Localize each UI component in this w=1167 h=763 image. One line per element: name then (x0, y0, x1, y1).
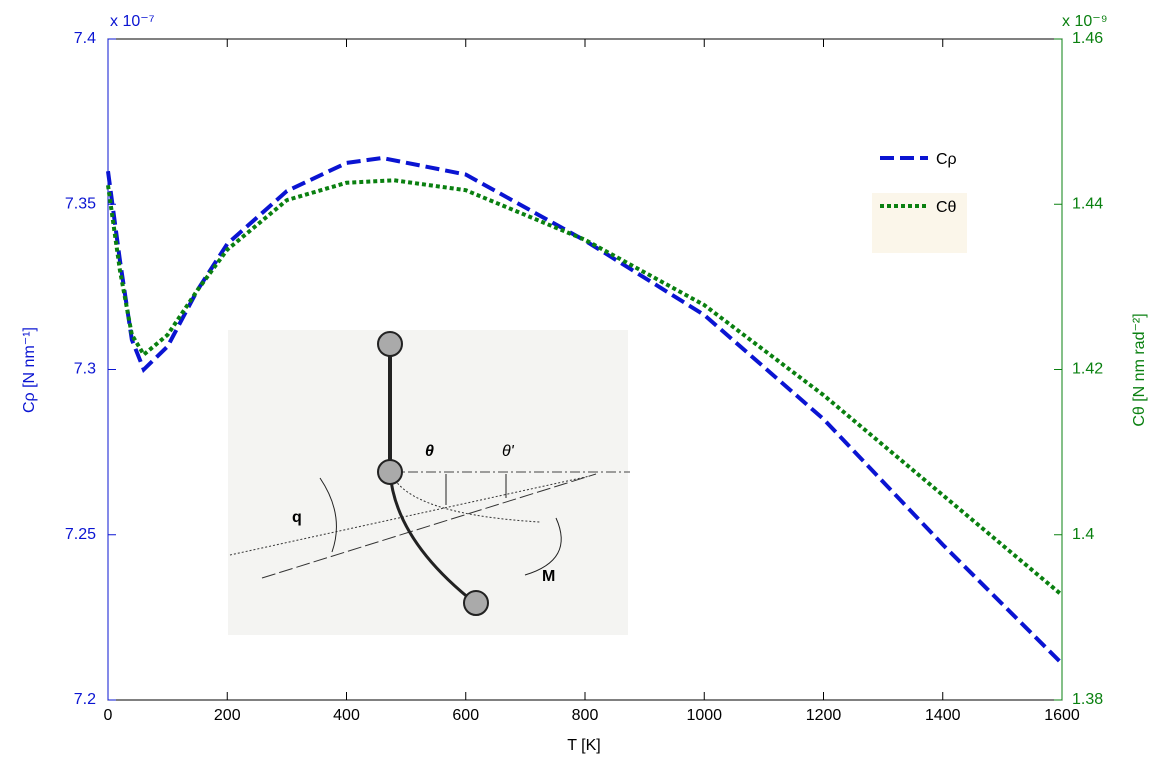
x-tick-label: 0 (104, 707, 113, 724)
y-tick-label: 7.25 (65, 526, 96, 543)
x-tick-label: 200 (214, 707, 241, 724)
y2-tick-label: 1.46 (1072, 30, 1103, 47)
rod (388, 471, 476, 605)
y-tick-label: 7.3 (74, 361, 96, 378)
x-tick-label: 800 (572, 707, 599, 724)
x-tick-label: 1000 (686, 707, 722, 724)
dotted-line (229, 475, 591, 556)
y-tick-label: 7.2 (74, 691, 96, 708)
series-line (106, 155, 1064, 666)
inset-diagram: θ θ' q M (228, 330, 630, 635)
series-line (106, 178, 1064, 597)
inset-label: q (292, 509, 302, 526)
y2-multiplier: x 10⁻⁹ (1062, 13, 1108, 30)
x-tick-label: 600 (452, 707, 479, 724)
angle-arrow (319, 477, 337, 553)
y2-tick-label: 1.4 (1072, 526, 1094, 543)
x-axis-label: T [K] (567, 737, 601, 754)
x-tick-label: 1200 (806, 707, 842, 724)
y2-axis-label: Cθ [N nm rad⁻²] (1131, 313, 1148, 426)
x-tick-label: 1400 (925, 707, 961, 724)
y2-tick-label: 1.42 (1072, 361, 1103, 378)
mass (377, 331, 403, 357)
x-tick-label: 1600 (1044, 707, 1080, 724)
y2-tick-label: 1.44 (1072, 195, 1103, 212)
y2-tick-label: 1.38 (1072, 691, 1103, 708)
y-multiplier: x 10⁻⁷ (110, 13, 155, 30)
inset-label: θ (425, 443, 434, 460)
legend-label: Cρ (936, 151, 957, 168)
y-tick-label: 7.35 (65, 195, 96, 212)
mass (377, 459, 403, 485)
angle-arrow (445, 474, 507, 505)
inset-background (228, 330, 628, 635)
inset-label: M (542, 568, 555, 585)
y-tick-label: 7.4 (74, 30, 96, 47)
x-tick-label: 400 (333, 707, 360, 724)
dotted-curve (394, 479, 541, 523)
legend-label: Cθ (936, 199, 957, 216)
mass (463, 590, 489, 616)
legend-background (872, 193, 967, 253)
y-axis-label: Cρ [N nm⁻¹] (21, 327, 38, 413)
inset-label: θ' (502, 443, 515, 460)
dashed-line (261, 473, 597, 579)
moment-arrow (524, 517, 562, 576)
